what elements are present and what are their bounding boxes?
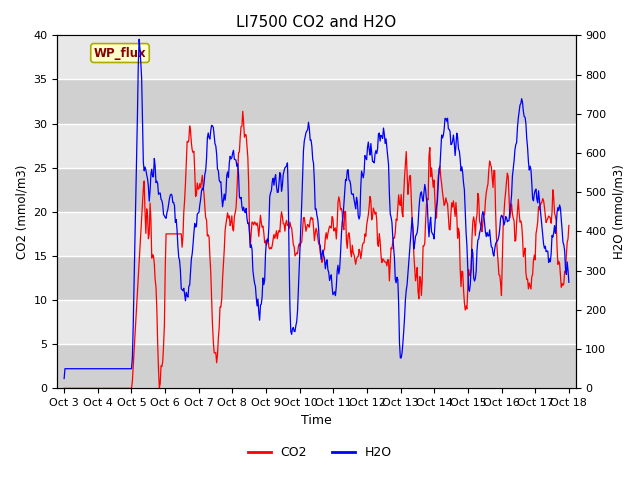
Bar	[58, 256, 575, 300]
Y-axis label: CO2 (mmol/m3): CO2 (mmol/m3)	[15, 165, 28, 259]
Bar	[58, 300, 575, 344]
Bar	[58, 36, 575, 80]
Bar	[58, 344, 575, 388]
Title: LI7500 CO2 and H2O: LI7500 CO2 and H2O	[236, 15, 397, 30]
Bar	[58, 212, 575, 256]
Text: WP_flux: WP_flux	[93, 47, 147, 60]
X-axis label: Time: Time	[301, 414, 332, 427]
Y-axis label: H2O (mmol/m3): H2O (mmol/m3)	[612, 164, 625, 259]
Bar	[58, 80, 575, 123]
Bar	[58, 123, 575, 168]
Legend: CO2, H2O: CO2, H2O	[243, 441, 397, 464]
Bar	[58, 168, 575, 212]
